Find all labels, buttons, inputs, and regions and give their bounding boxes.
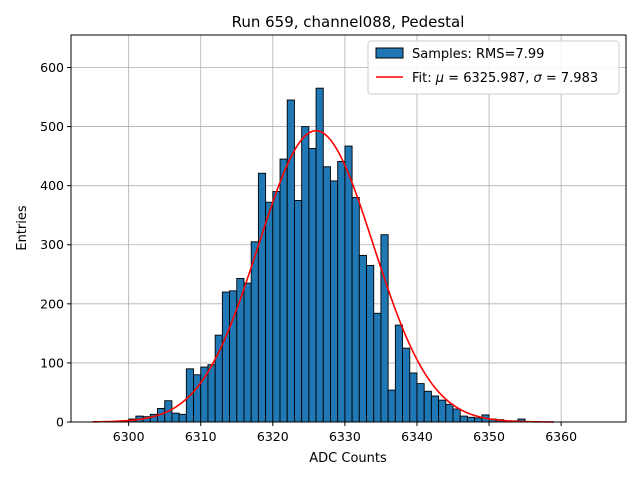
histogram-bar bbox=[272, 191, 281, 423]
histogram-bar bbox=[358, 254, 367, 423]
histogram-bar bbox=[466, 416, 476, 423]
histogram-bar bbox=[430, 395, 440, 423]
histogram-bar bbox=[243, 282, 252, 423]
x-tick-label: 6330 bbox=[329, 429, 361, 444]
chart-title: Run 659, channel088, Pedestal bbox=[232, 13, 465, 31]
histogram-bar bbox=[409, 372, 418, 423]
histogram-bars bbox=[113, 87, 526, 423]
legend-fit-mu: μ bbox=[435, 71, 444, 86]
histogram-bar bbox=[416, 383, 425, 423]
histogram-bar bbox=[308, 147, 317, 423]
x-axis-label: ADC Counts bbox=[309, 451, 387, 466]
histogram-bar bbox=[474, 417, 483, 423]
histogram-bar bbox=[293, 199, 303, 423]
histogram-bar bbox=[330, 180, 339, 423]
histogram-bar bbox=[445, 403, 454, 423]
histogram-bar bbox=[344, 145, 353, 423]
histogram-bar bbox=[351, 197, 360, 423]
y-axis-ticks: 0 100 200 300 400 500 600 bbox=[40, 60, 71, 430]
y-tick-label: 600 bbox=[40, 60, 64, 75]
y-tick-label: 100 bbox=[40, 355, 64, 370]
histogram-bar bbox=[337, 160, 346, 423]
y-tick-label: 0 bbox=[56, 415, 64, 430]
histogram-bar bbox=[286, 99, 295, 423]
x-tick-label: 6310 bbox=[185, 429, 217, 444]
legend-samples-label: Samples: RMS=7.99 bbox=[412, 47, 544, 62]
histogram-bar bbox=[279, 158, 288, 423]
histogram-bar bbox=[257, 172, 267, 423]
legend-fit-tail: = 7.983 bbox=[542, 71, 598, 86]
x-tick-label: 6300 bbox=[113, 429, 145, 444]
histogram-bar bbox=[459, 415, 468, 423]
x-tick-label: 6340 bbox=[401, 429, 433, 444]
histogram-bar bbox=[178, 413, 187, 423]
y-axis-label: Entries bbox=[15, 205, 30, 251]
x-tick-label: 6360 bbox=[545, 429, 577, 444]
plot-frame bbox=[70, 34, 627, 423]
histogram-bar bbox=[452, 408, 461, 423]
legend-fit-sigma: σ bbox=[534, 71, 543, 86]
y-tick-label: 400 bbox=[40, 178, 64, 193]
histogram-bar bbox=[394, 324, 404, 423]
histogram-bar bbox=[315, 87, 324, 423]
histogram-bar bbox=[366, 264, 375, 423]
y-tick-label: 500 bbox=[40, 119, 64, 134]
legend-fit-mid: = 6325.987, bbox=[444, 71, 533, 86]
histogram-bar bbox=[221, 291, 231, 423]
histogram-bar bbox=[423, 390, 432, 423]
x-tick-label: 6350 bbox=[473, 429, 505, 444]
y-tick-label: 300 bbox=[40, 237, 64, 252]
histogram-bar bbox=[265, 201, 274, 423]
x-axis-ticks: 6300 6310 6320 6330 6340 6350 6360 bbox=[113, 422, 577, 444]
histogram-bar bbox=[380, 234, 389, 423]
histogram-bar bbox=[207, 364, 216, 423]
histogram-bar bbox=[250, 241, 259, 423]
histogram-bar bbox=[402, 347, 411, 423]
x-tick-label: 6320 bbox=[257, 429, 289, 444]
legend-fit-label: Fit: μ = 6325.987, σ = 7.983 bbox=[412, 71, 598, 86]
legend-samples-swatch bbox=[375, 47, 404, 59]
y-tick-label: 200 bbox=[40, 296, 64, 311]
histogram-bar bbox=[200, 366, 209, 423]
histogram-bar bbox=[301, 126, 310, 423]
legend-fit-prefix: Fit: bbox=[412, 71, 436, 86]
histogram-bar bbox=[387, 389, 396, 423]
histogram-bar bbox=[171, 412, 180, 423]
fit-curve bbox=[92, 129, 554, 423]
histogram-bar bbox=[322, 166, 331, 423]
histogram-bar bbox=[193, 374, 202, 423]
legend: Samples: RMS=7.99 Fit: μ = 6325.987, σ =… bbox=[367, 40, 620, 95]
histogram-bar bbox=[438, 399, 447, 423]
histogram-bar bbox=[373, 312, 382, 423]
legend-box bbox=[367, 40, 620, 95]
